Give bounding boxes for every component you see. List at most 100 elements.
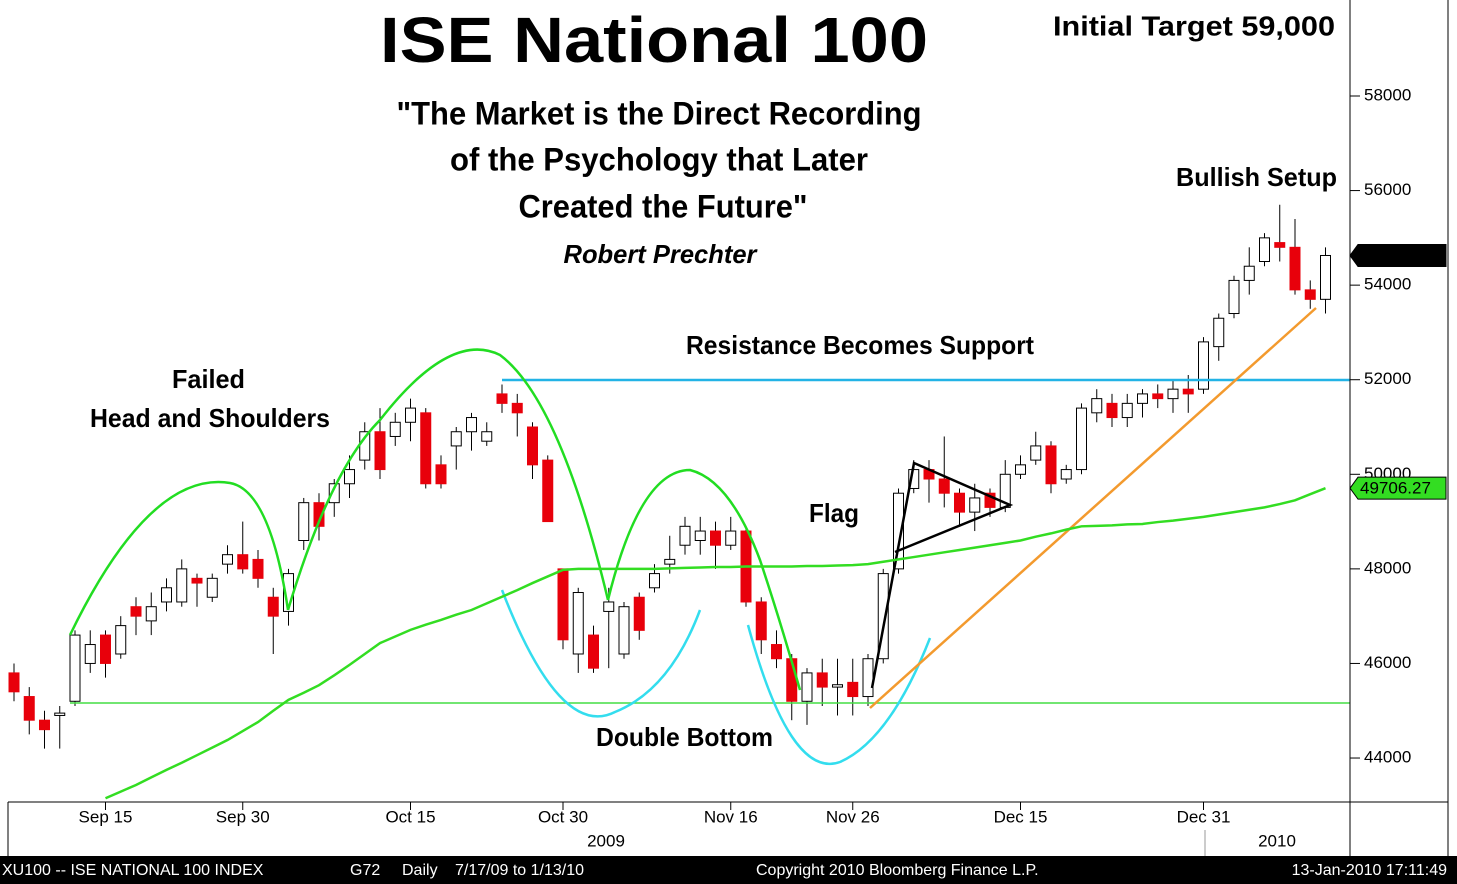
candle-body — [1030, 445, 1042, 461]
candle-body — [847, 681, 859, 698]
candle-body — [1259, 237, 1270, 263]
candle-body — [801, 672, 813, 702]
candle-body — [771, 644, 782, 660]
shoulder-arc — [68, 480, 290, 636]
candle-body — [23, 696, 35, 721]
y-tick-label: 44000 — [1364, 748, 1411, 767]
x-tick-label: Sep 15 — [79, 807, 133, 826]
candle-body — [313, 502, 325, 527]
x-tick-label: Sep 30 — [216, 807, 270, 826]
candle-body — [588, 634, 599, 669]
bottom-curve — [746, 624, 932, 765]
subtitle: of the Psychology that Later — [450, 141, 868, 177]
candle-body — [100, 634, 111, 664]
annotation: Head and Shoulders — [90, 403, 330, 433]
candle-body — [1091, 398, 1103, 414]
candle-body — [618, 606, 630, 655]
y-tick-label: 54000 — [1364, 275, 1411, 294]
annotation: Flag — [809, 498, 859, 528]
annotation: Resistance Becomes Support — [686, 330, 1034, 360]
overlay — [105, 487, 1326, 800]
candle-body — [542, 459, 554, 523]
candle-body — [1182, 388, 1194, 395]
candle-body — [1045, 445, 1057, 485]
candle-body — [481, 431, 493, 442]
y-tick-label: 48000 — [1364, 558, 1411, 577]
value-flag — [1349, 243, 1447, 267]
candle-body — [1137, 393, 1148, 404]
candle-body — [344, 469, 355, 485]
candle-body — [557, 568, 569, 641]
candle-body — [710, 530, 721, 546]
candle-body — [252, 558, 264, 579]
subtitle: "The Market is the Direct Recording — [397, 95, 922, 131]
candle-body — [603, 601, 615, 612]
x-tick-label: Dec 31 — [1177, 807, 1231, 826]
candle-body — [267, 596, 279, 617]
trend-line — [869, 307, 1317, 709]
candle-body — [832, 684, 843, 688]
candle-body — [374, 431, 386, 471]
candle-body — [1015, 464, 1026, 475]
annotation: Double Bottom — [596, 722, 773, 752]
y-tick-label: 58000 — [1364, 85, 1411, 104]
year-label: 2010 — [1258, 831, 1296, 850]
footer-text: 13-Jan-2010 17:11:49 — [1292, 862, 1447, 879]
flag-lines — [870, 461, 1014, 689]
candle-body — [572, 592, 584, 655]
candle-body — [664, 558, 676, 565]
candle-body — [1106, 402, 1118, 419]
candle-body — [694, 530, 706, 541]
candle-body — [405, 407, 416, 423]
footer-text: Copyright 2010 Bloomberg Finance L.P. — [756, 862, 1039, 879]
candle-body — [1289, 246, 1301, 291]
x-tick-label: Nov 26 — [826, 807, 880, 826]
candle-body — [1320, 254, 1331, 300]
candle-body — [161, 587, 172, 603]
annotation: Bullish Setup — [1176, 162, 1337, 192]
candle-body — [1228, 279, 1240, 315]
candle-body — [1198, 341, 1209, 390]
candle-body — [1243, 265, 1255, 281]
candle-body — [130, 606, 142, 617]
bottom-curve — [500, 589, 702, 718]
footer-bar — [0, 856, 1457, 884]
candle-body — [1152, 393, 1164, 400]
candle-body — [145, 606, 157, 622]
candle-body — [69, 634, 81, 702]
candle-body — [984, 492, 996, 508]
candle-body — [816, 672, 828, 688]
subtitle: Created the Future" — [519, 188, 808, 224]
plot-area — [8, 204, 1331, 749]
footer-text: 7/17/09 to 1/13/10 — [455, 862, 584, 879]
annotation: Failed — [172, 364, 245, 394]
y-tick-label: 56000 — [1364, 180, 1411, 199]
y-tick-label: 52000 — [1364, 369, 1411, 388]
candle-body — [222, 554, 233, 565]
candle-body — [496, 393, 508, 404]
candle-body — [328, 483, 340, 504]
candle-body — [298, 502, 310, 541]
candle-body — [893, 492, 904, 570]
candle-body — [755, 601, 767, 641]
candle-body — [511, 402, 523, 414]
candle-body — [176, 568, 188, 603]
candle-body — [237, 554, 249, 570]
candle-body — [420, 412, 432, 485]
candle-body — [54, 712, 66, 716]
x-tick-label: Oct 30 — [538, 807, 588, 826]
value-flag-label: 54627.19 — [1360, 246, 1431, 265]
value-flag — [1349, 476, 1447, 500]
candle-body — [1274, 242, 1286, 248]
candle-body — [450, 431, 462, 447]
candle-body — [649, 573, 660, 589]
candle-body — [725, 530, 737, 546]
candle-body — [679, 525, 691, 546]
chart-title: ISE National 100 — [380, 4, 928, 76]
candle-body — [527, 426, 538, 466]
candle-body — [1213, 317, 1225, 348]
head-arc — [286, 348, 610, 611]
candle-body — [1167, 388, 1179, 400]
